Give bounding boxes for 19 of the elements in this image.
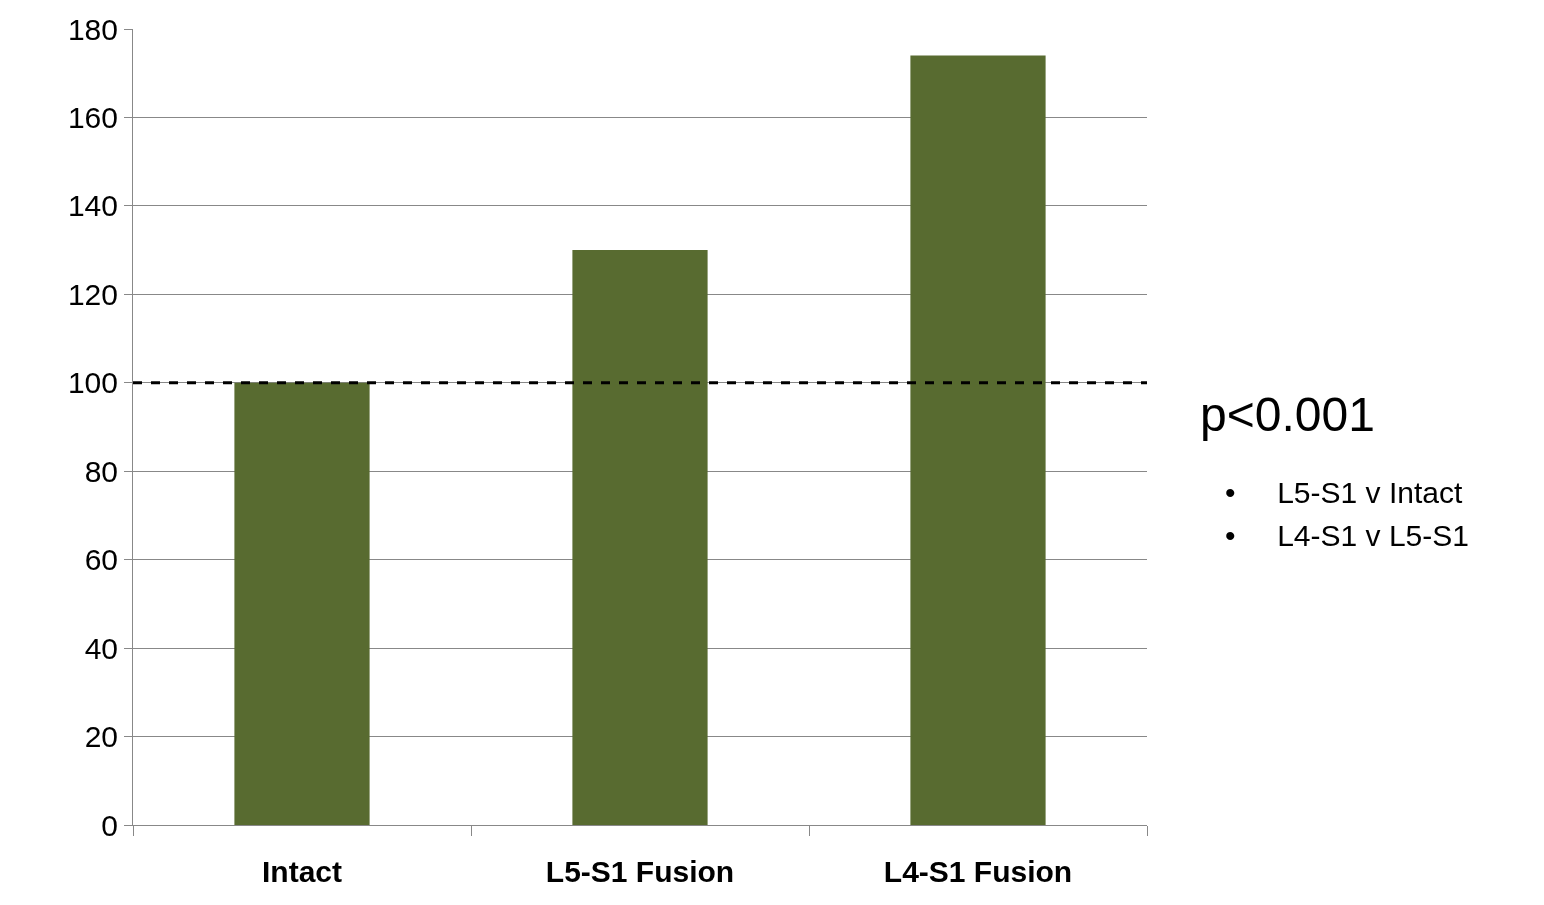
y-tick-label: 0 (101, 808, 118, 842)
bar (910, 55, 1046, 825)
x-tick-label: L4-S1 Fusion (883, 855, 1073, 888)
y-tick-label: 80 (84, 454, 118, 488)
y-tick-label: 160 (67, 100, 118, 134)
y-tick-label: 140 (67, 189, 118, 223)
x-tick-label: L5-S1 Fusion (545, 855, 735, 888)
y-tick-label: 40 (84, 631, 118, 665)
text: • L4-S1 v L5-S1 (1225, 519, 1469, 552)
text: • L5-S1 v Intact (1225, 476, 1463, 509)
bar (572, 250, 708, 825)
y-tick-label: 100 (67, 366, 118, 400)
text: p<0.001 (1200, 388, 1375, 441)
y-tick-label: 20 (84, 720, 118, 754)
y-tick-label: 180 (67, 12, 118, 46)
bar (234, 382, 370, 825)
x-tick-label: Intact (261, 855, 343, 888)
y-tick-label: 120 (67, 277, 118, 311)
y-tick-label: 60 (84, 543, 118, 577)
